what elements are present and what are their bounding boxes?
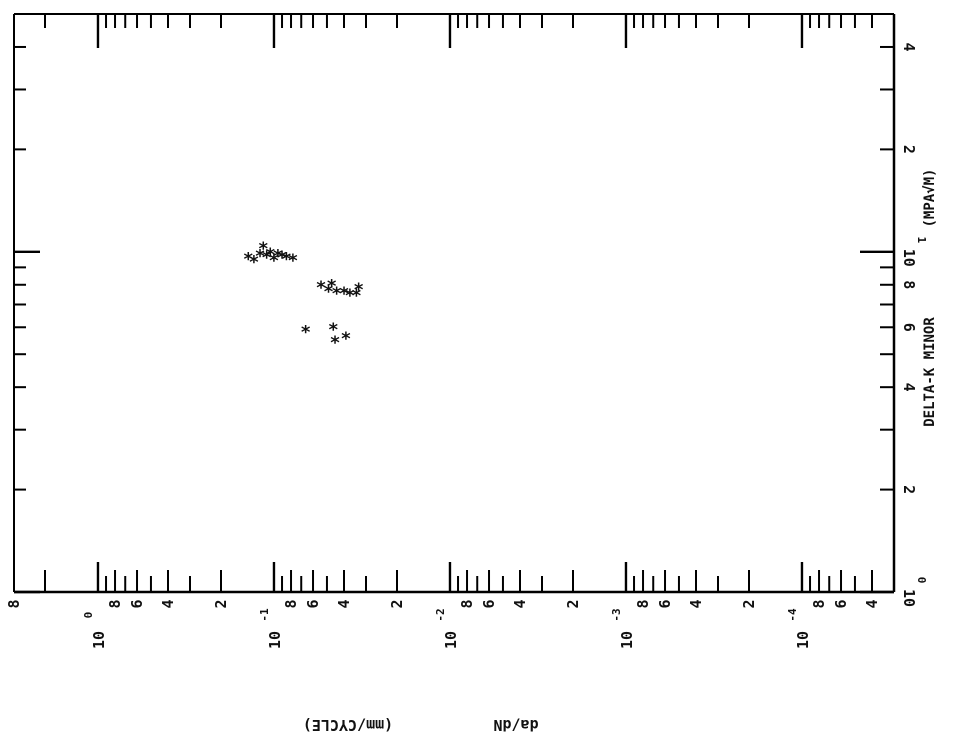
y-decade-base: 10 — [900, 249, 918, 267]
data-point: * — [316, 278, 327, 299]
data-point: * — [345, 285, 356, 306]
data-point: * — [272, 246, 283, 267]
data-point: * — [326, 276, 337, 297]
data-point: * — [248, 252, 259, 273]
y-minor-label: 2 — [900, 145, 918, 154]
x-minor-label: 4 — [159, 599, 177, 608]
x-decade-base: 10 — [90, 631, 108, 649]
data-point: * — [353, 280, 364, 301]
x-minor-label: 6 — [304, 599, 322, 608]
data-point: * — [281, 249, 292, 270]
data-point: * — [243, 249, 254, 270]
x-minor-label: 2 — [564, 599, 582, 608]
y-minor-label: 2 — [900, 485, 918, 494]
y-minor-label: 4 — [900, 42, 918, 51]
y-decade-exponent: 1 — [915, 236, 928, 243]
ylabel: DELTA-K MINOR — [922, 317, 938, 427]
data-point: * — [330, 332, 341, 353]
x-minor-label: 8 — [282, 599, 300, 608]
x-decade-base: 10 — [266, 631, 284, 649]
data-point: * — [351, 285, 362, 306]
plot-frame — [13, 13, 896, 594]
x-decade-exponent: -3 — [610, 608, 623, 621]
x-minor-label: 4 — [511, 599, 529, 608]
yunit: (MPA√M) — [922, 168, 938, 227]
x-minor-label: 8 — [634, 599, 652, 608]
x-axis-title: da/dN (mm/CYCLE) — [303, 716, 539, 734]
x-minor-label: 6 — [480, 599, 498, 608]
xlabel: da/dN — [493, 716, 538, 734]
x-minor-label: 4 — [687, 599, 705, 608]
x-minor-label: 8 — [106, 599, 124, 608]
x-minor-label: 2 — [740, 599, 758, 608]
x-minor-label: 6 — [128, 599, 146, 608]
y-minor-label: 4 — [900, 383, 918, 392]
x-decade-exponent: 0 — [82, 612, 95, 619]
data-point: * — [261, 247, 272, 268]
y-decade-base: 10 — [900, 589, 918, 607]
data-point: * — [331, 283, 342, 304]
data-point: * — [339, 283, 350, 304]
x-minor-label: 4 — [863, 599, 881, 608]
x-minor-label: 2 — [388, 599, 406, 608]
tick-marks — [13, 13, 895, 594]
x-minor-label: 8 — [5, 599, 23, 608]
x-decade-exponent: -2 — [434, 608, 447, 621]
x-minor-label: 6 — [656, 599, 674, 608]
data-point: * — [341, 328, 352, 349]
data-point: * — [328, 320, 339, 341]
y-axis-title: DELTA-K MINOR (MPA√M) — [922, 168, 938, 426]
data-points: ******************** ** * — [243, 238, 364, 353]
data-point: * — [300, 322, 311, 343]
x-minor-label: 6 — [832, 599, 850, 608]
x-minor-label: 4 — [335, 599, 353, 608]
x-decade-exponent: -4 — [786, 608, 799, 622]
data-point: * — [258, 238, 269, 259]
data-point: * — [269, 250, 280, 271]
y-decade-exponent: 0 — [915, 577, 928, 584]
data-point: * — [323, 281, 334, 302]
x-decade-base: 10 — [442, 631, 460, 649]
data-point: * — [265, 244, 276, 265]
x-decade-base: 10 — [618, 631, 636, 649]
x-minor-label: 2 — [212, 599, 230, 608]
data-point: * — [288, 250, 299, 271]
y-minor-label: 8 — [900, 280, 918, 289]
data-point: * — [277, 247, 288, 268]
x-decade-exponent: -1 — [258, 608, 271, 622]
tick-labels: 8 8 6 4 2 8 6 4 2 8 6 4 2 8 6 4 2 8 6 410010-110-210-310-42… — [5, 42, 928, 649]
x-decade-base: 10 — [794, 631, 812, 649]
data-point: * — [255, 246, 266, 267]
xunit: (mm/CYCLE) — [303, 716, 393, 734]
y-minor-label: 6 — [900, 323, 918, 332]
x-minor-label: 8 — [810, 599, 828, 608]
x-minor-label: 8 — [458, 599, 476, 608]
